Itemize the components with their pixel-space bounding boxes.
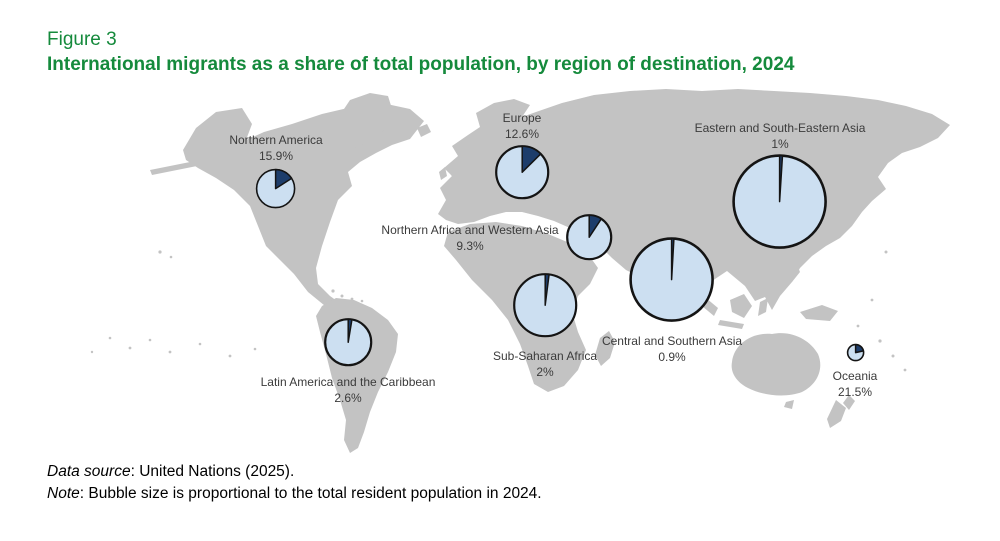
region-label: Latin America and the Caribbean 2.6%	[261, 374, 436, 406]
data-source-line: Data source: United Nations (2025).	[47, 461, 967, 483]
pie-bubble	[256, 169, 296, 209]
landmass-british-isles	[439, 159, 461, 180]
figure-footer: Data source: United Nations (2025). Note…	[47, 461, 967, 505]
region-name: Sub-Saharan Africa	[492, 349, 598, 363]
pie-bubble	[629, 237, 715, 323]
note-text: : Bubble size is proportional to the tot…	[79, 485, 542, 502]
pie-bubble	[847, 344, 865, 362]
pie-slice-migrant-share	[521, 145, 542, 173]
region-share: 1%	[771, 137, 789, 151]
landmass-japan	[853, 175, 877, 213]
pie-slice-migrant-share	[588, 214, 602, 238]
pie-bubble	[512, 272, 578, 338]
region-label: Central and Southern Asia 0.9%	[602, 333, 742, 365]
data-source-lead: Data source	[47, 463, 131, 480]
pie-bubble	[494, 144, 550, 200]
pie-bubble	[323, 317, 373, 367]
region-name: Latin America and the Caribbean	[260, 375, 436, 389]
pie-bubble	[565, 213, 613, 261]
landmass-new-zealand	[827, 395, 855, 428]
region-share: 15.9%	[258, 149, 294, 163]
region-share: 2.6%	[334, 391, 362, 405]
landmass-iceland	[417, 124, 431, 137]
region-share: 2%	[536, 365, 554, 379]
region-label: Northern America 15.9%	[229, 132, 322, 164]
page-title: International migrants as a share of tot…	[47, 54, 795, 75]
region-share: 21.5%	[837, 385, 873, 399]
region-label: Europe 12.6%	[503, 110, 542, 142]
region-share: 0.9%	[658, 350, 686, 364]
region-share: 12.6%	[504, 127, 540, 141]
figure-header: Figure 3 International migrants as a sha…	[47, 28, 967, 77]
region-name: Europe	[502, 111, 542, 125]
landmass-southeast-asia-islands	[702, 262, 838, 329]
region-name: Northern America	[229, 133, 323, 147]
pie-slice-migrant-share	[347, 318, 353, 343]
pie-slice-migrant-share	[544, 273, 550, 306]
landmass-greenland	[338, 93, 393, 148]
region-label: Oceania 21.5%	[833, 368, 878, 400]
pie-slice-migrant-share	[275, 169, 293, 190]
landmass-tasmania	[784, 400, 794, 409]
landmass-eurasia	[438, 89, 950, 318]
region-name: Oceania	[832, 369, 878, 383]
region-label: Eastern and South-Eastern Asia 1%	[695, 120, 866, 152]
landmass-madagascar	[595, 331, 615, 366]
figure-number: Figure 3	[47, 29, 117, 50]
region-label: Northern Africa and Western Asia 9.3%	[381, 222, 558, 254]
island-specks	[90, 158, 907, 372]
region-share: 9.3%	[456, 239, 484, 253]
landmass-australia	[731, 333, 821, 396]
note-line: Note: Bubble size is proportional to the…	[47, 483, 967, 505]
region-name: Eastern and South-Eastern Asia	[694, 121, 866, 135]
landmass-aleutians	[150, 158, 212, 175]
pie-slice-migrant-share	[671, 238, 676, 281]
region-name: Northern Africa and Western Asia	[381, 223, 559, 237]
note-lead: Note	[47, 485, 80, 502]
data-source-text: : United Nations (2025).	[130, 463, 295, 480]
pie-slice-migrant-share	[779, 155, 784, 203]
landmass-north-america	[183, 103, 424, 318]
pie-slice-migrant-share	[855, 344, 865, 354]
pie-bubble	[732, 154, 828, 250]
region-name: Central and Southern Asia	[601, 334, 743, 348]
region-label: Sub-Saharan Africa 2%	[493, 348, 597, 380]
